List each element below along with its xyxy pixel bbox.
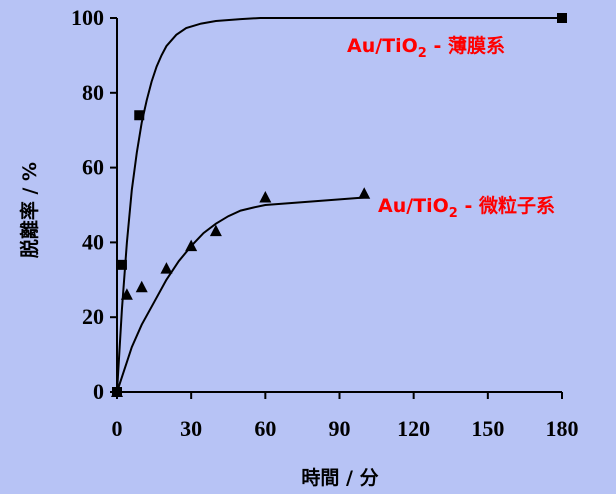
series-label-film-main: Au/TiO [347,35,418,57]
y-axis-title: 脱離率 / % [18,162,41,258]
data-point-square [134,110,145,121]
data-point-square [557,13,567,23]
axes [110,17,563,399]
y-tick-label: 80 [82,80,104,105]
x-tick-label: 150 [471,416,504,441]
series-label-film: Au/TiO2 - 薄膜系 [347,34,505,61]
fit-curves [116,17,562,393]
x-tick-label: 0 [112,416,123,441]
x-tick-label: 180 [546,416,579,441]
data-points [111,13,567,397]
y-tick-label: 60 [82,155,104,180]
data-point-triangle [120,288,133,300]
y-tick-label: 40 [82,229,104,254]
x-tick-label: 120 [397,416,430,441]
data-point-triangle [185,239,198,252]
series-label-film-rest: - 薄膜系 [427,34,505,57]
data-point-triangle [135,280,148,293]
y-tick-label: 0 [93,379,104,404]
fit-curve-particle [116,196,365,393]
data-point-triangle [111,385,123,397]
x-tick-label: 90 [329,416,351,441]
data-point-triangle [160,262,173,274]
y-tick-label: 20 [82,304,104,329]
x-tick-label: 60 [254,416,276,441]
x-tick-label: 30 [180,416,202,441]
tick-labels: 0 20 40 60 80 100 0 30 60 90 120 150 180 [71,5,579,441]
x-axis-title: 時間 / 分 [301,467,378,489]
fit-curve-film [116,17,562,393]
data-point-square [116,259,127,270]
data-point-triangle [358,187,371,199]
y-tick-label: 100 [71,5,104,30]
series-label-particle-sub: 2 [449,206,458,221]
series-label-particle: Au/TiO2 - 微粒子系 [378,194,555,221]
data-point-triangle [259,191,272,203]
series-label-particle-main: Au/TiO [378,195,449,217]
data-point-triangle [209,224,222,237]
series-label-film-sub: 2 [418,46,427,61]
series-label-particle-rest: - 微粒子系 [458,194,555,217]
